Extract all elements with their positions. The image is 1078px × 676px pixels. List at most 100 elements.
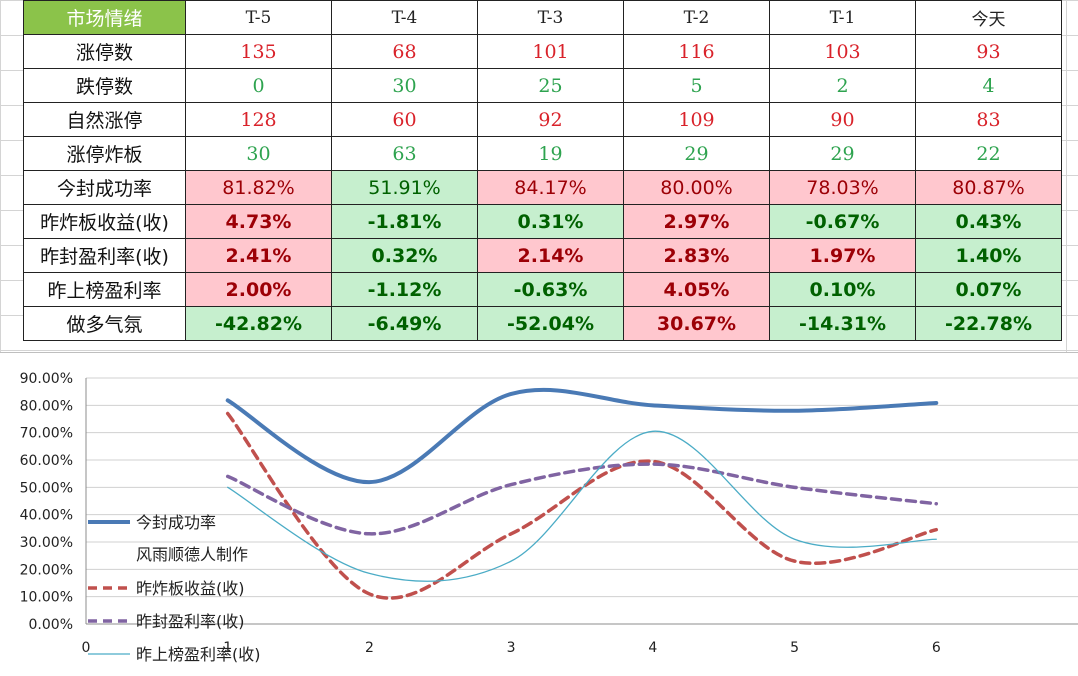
table-cell: 80.00% bbox=[623, 170, 770, 205]
table-cell: 92 bbox=[477, 102, 624, 137]
table-row: 自然涨停 128 60 92 109 90 83 bbox=[23, 102, 1062, 137]
table-cell: 63 bbox=[331, 136, 478, 171]
table-cell: -0.67% bbox=[769, 204, 916, 239]
column-header: T-1 bbox=[769, 0, 916, 35]
legend-label: 昨炸板收益(收) bbox=[136, 579, 245, 598]
row-label: 涨停炸板 bbox=[23, 136, 186, 171]
y-tick-label: 60.00% bbox=[20, 453, 73, 469]
table-row: 昨炸板收益(收) 4.73% -1.81% 0.31% 2.97% -0.67% 0.43% bbox=[23, 204, 1062, 239]
column-header: T-2 bbox=[623, 0, 770, 35]
x-tick-label: 1 bbox=[223, 640, 232, 656]
series-line bbox=[225, 387, 939, 485]
row-label: 今封成功率 bbox=[23, 170, 186, 205]
table-cell: -1.12% bbox=[331, 272, 478, 307]
table-cell: 0.10% bbox=[769, 272, 916, 307]
legend-label: 今封成功率 bbox=[136, 513, 216, 532]
table-cell: 0.31% bbox=[477, 204, 624, 239]
table-cell: 30 bbox=[331, 68, 478, 103]
chart-svg: 0.00% 10.00% 20.00% 30.00% 40.00% 50.00% 60.00… bbox=[20, 371, 1078, 664]
table-header-row: 市场情绪 T-5 T-4 T-3 T-2 T-1 今天 bbox=[23, 0, 1062, 35]
column-header: T-4 bbox=[331, 0, 478, 35]
corner-label: 市场情绪 bbox=[23, 0, 186, 35]
table-cell: 2.83% bbox=[623, 238, 770, 273]
table-cell: -22.78% bbox=[915, 306, 1062, 341]
table-cell: 116 bbox=[623, 34, 770, 69]
table-cell: 4 bbox=[915, 68, 1062, 103]
table-cell: 128 bbox=[185, 102, 332, 137]
table-cell: -1.81% bbox=[331, 204, 478, 239]
y-tick-label: 0.00% bbox=[29, 617, 73, 633]
table-cell: 103 bbox=[769, 34, 916, 69]
row-label: 昨封盈利率(收) bbox=[23, 238, 186, 273]
table-cell: 2.00% bbox=[185, 272, 332, 307]
table-cell: -14.31% bbox=[769, 306, 916, 341]
table-cell: -0.63% bbox=[477, 272, 624, 307]
table-cell: 30.67% bbox=[623, 306, 770, 341]
table-cell: 29 bbox=[623, 136, 770, 171]
table-row: 涨停数 135 68 101 116 103 93 bbox=[23, 34, 1062, 69]
row-label: 昨炸板收益(收) bbox=[23, 204, 186, 239]
table-cell: 4.73% bbox=[185, 204, 332, 239]
table-row: 今封成功率 81.82% 51.91% 84.17% 80.00% 78.03% 80.87… bbox=[23, 170, 1062, 205]
table-cell: 78.03% bbox=[769, 170, 916, 205]
table-row: 昨上榜盈利率 2.00% -1.12% -0.63% 4.05% 0.10% 0.07% bbox=[23, 272, 1062, 307]
series-line bbox=[225, 462, 939, 536]
table-cell: 101 bbox=[477, 34, 624, 69]
x-tick-label: 0 bbox=[82, 640, 91, 656]
table-cell: 29 bbox=[769, 136, 916, 171]
table-cell: 60 bbox=[331, 102, 478, 137]
table-cell: 2.97% bbox=[623, 204, 770, 239]
table-cell: 0.43% bbox=[915, 204, 1062, 239]
table-cell: 0.07% bbox=[915, 272, 1062, 307]
y-tick-label: 10.00% bbox=[20, 590, 73, 606]
y-tick-label: 20.00% bbox=[20, 562, 73, 578]
row-label: 跌停数 bbox=[23, 68, 186, 103]
table-cell: 0 bbox=[185, 68, 332, 103]
table-cell: 1.40% bbox=[915, 238, 1062, 273]
table-cell: -52.04% bbox=[477, 306, 624, 341]
row-label: 昨上榜盈利率 bbox=[23, 272, 186, 307]
table-row: 昨封盈利率(收) 2.41% 0.32% 2.14% 2.83% 1.97% 1.40% bbox=[23, 238, 1062, 273]
table-cell: -42.82% bbox=[185, 306, 332, 341]
y-tick-label: 80.00% bbox=[20, 398, 73, 414]
table-cell: 135 bbox=[185, 34, 332, 69]
x-tick-label: 4 bbox=[648, 640, 657, 656]
y-tick-label: 50.00% bbox=[20, 480, 73, 496]
row-label: 自然涨停 bbox=[23, 102, 186, 137]
y-tick-label: 40.00% bbox=[20, 508, 73, 524]
table-cell: 68 bbox=[331, 34, 478, 69]
table-cell: 83 bbox=[915, 102, 1062, 137]
row-label: 涨停数 bbox=[23, 34, 186, 69]
series-line bbox=[227, 430, 937, 582]
sentiment-line-chart: 0.00% 10.00% 20.00% 30.00% 40.00% 50.00% 60.00… bbox=[0, 352, 1078, 676]
legend-label: 昨上榜盈利率(收) bbox=[136, 645, 261, 664]
table-cell: 0.32% bbox=[331, 238, 478, 273]
table-cell: 1.97% bbox=[769, 238, 916, 273]
table-row: 做多气氛 -42.82% -6.49% -52.04% 30.67% -14.31% -22… bbox=[23, 306, 1062, 341]
chart-watermark: 风雨顺德人制作 bbox=[136, 545, 248, 564]
table-cell: 4.05% bbox=[623, 272, 770, 307]
table-cell: 84.17% bbox=[477, 170, 624, 205]
x-tick-label: 5 bbox=[790, 640, 799, 656]
spreadsheet-column-line bbox=[1066, 0, 1067, 352]
table-cell: 93 bbox=[915, 34, 1062, 69]
x-tick-label: 3 bbox=[507, 640, 516, 656]
table-cell: 90 bbox=[769, 102, 916, 137]
table-cell: 51.91% bbox=[331, 170, 478, 205]
y-tick-label: 70.00% bbox=[20, 426, 73, 442]
table-cell: 19 bbox=[477, 136, 624, 171]
x-tick-label: 6 bbox=[932, 640, 941, 656]
x-tick-label: 2 bbox=[365, 640, 374, 656]
table-cell: 5 bbox=[623, 68, 770, 103]
column-header: T-3 bbox=[477, 0, 624, 35]
table-cell: 109 bbox=[623, 102, 770, 137]
row-label: 做多气氛 bbox=[23, 306, 186, 341]
y-tick-label: 90.00% bbox=[20, 371, 73, 387]
column-header: 今天 bbox=[915, 0, 1062, 35]
legend-label: 昨封盈利率(收) bbox=[136, 612, 245, 631]
table-cell: 80.87% bbox=[915, 170, 1062, 205]
table-cell: 30 bbox=[185, 136, 332, 171]
y-tick-label: 30.00% bbox=[20, 535, 73, 551]
series-line bbox=[225, 411, 939, 600]
table-cell: 81.82% bbox=[185, 170, 332, 205]
